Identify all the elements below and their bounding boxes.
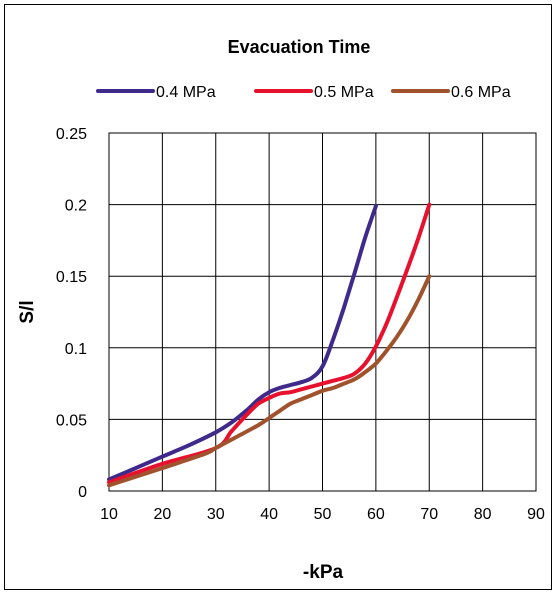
x-tick-label: 40 bbox=[260, 506, 278, 523]
y-tick-label: 0.15 bbox=[56, 269, 87, 286]
x-tick-labels: 10 20 30 40 50 60 70 80 90 bbox=[100, 506, 545, 523]
y-tick-label: 0.05 bbox=[56, 412, 87, 429]
series-line bbox=[107, 202, 432, 485]
y-tick-labels: 0 0.05 0.1 0.15 0.2 0.25 bbox=[56, 126, 87, 501]
plot-area bbox=[108, 132, 537, 492]
series-lines bbox=[107, 202, 432, 488]
chart-title: Evacuation Time bbox=[228, 37, 371, 57]
legend-label: 0.5 MPa bbox=[314, 84, 374, 101]
x-axis-label: -kPa bbox=[303, 562, 344, 583]
x-tick-label: 90 bbox=[527, 506, 545, 523]
y-tick-label: 0.25 bbox=[56, 126, 87, 143]
y-tick-label: 0.2 bbox=[65, 198, 87, 215]
grid bbox=[108, 132, 537, 492]
series-line bbox=[107, 274, 432, 488]
legend-label: 0.4 MPa bbox=[156, 84, 216, 101]
x-tick-label: 70 bbox=[420, 506, 438, 523]
x-tick-label: 30 bbox=[207, 506, 225, 523]
x-tick-label: 20 bbox=[153, 506, 171, 523]
series-line bbox=[107, 204, 378, 482]
y-tick-label: 0 bbox=[78, 484, 87, 501]
legend-label: 0.6 MPa bbox=[451, 84, 511, 101]
x-tick-label: 10 bbox=[100, 506, 118, 523]
y-axis-label: S/l bbox=[17, 300, 38, 323]
legend: 0.4 MPa 0.5 MPa 0.6 MPa bbox=[96, 84, 511, 101]
x-tick-label: 50 bbox=[314, 506, 332, 523]
y-tick-label: 0.1 bbox=[65, 341, 87, 358]
chart-frame bbox=[4, 4, 552, 590]
x-tick-label: 60 bbox=[367, 506, 385, 523]
x-tick-label: 80 bbox=[474, 506, 492, 523]
